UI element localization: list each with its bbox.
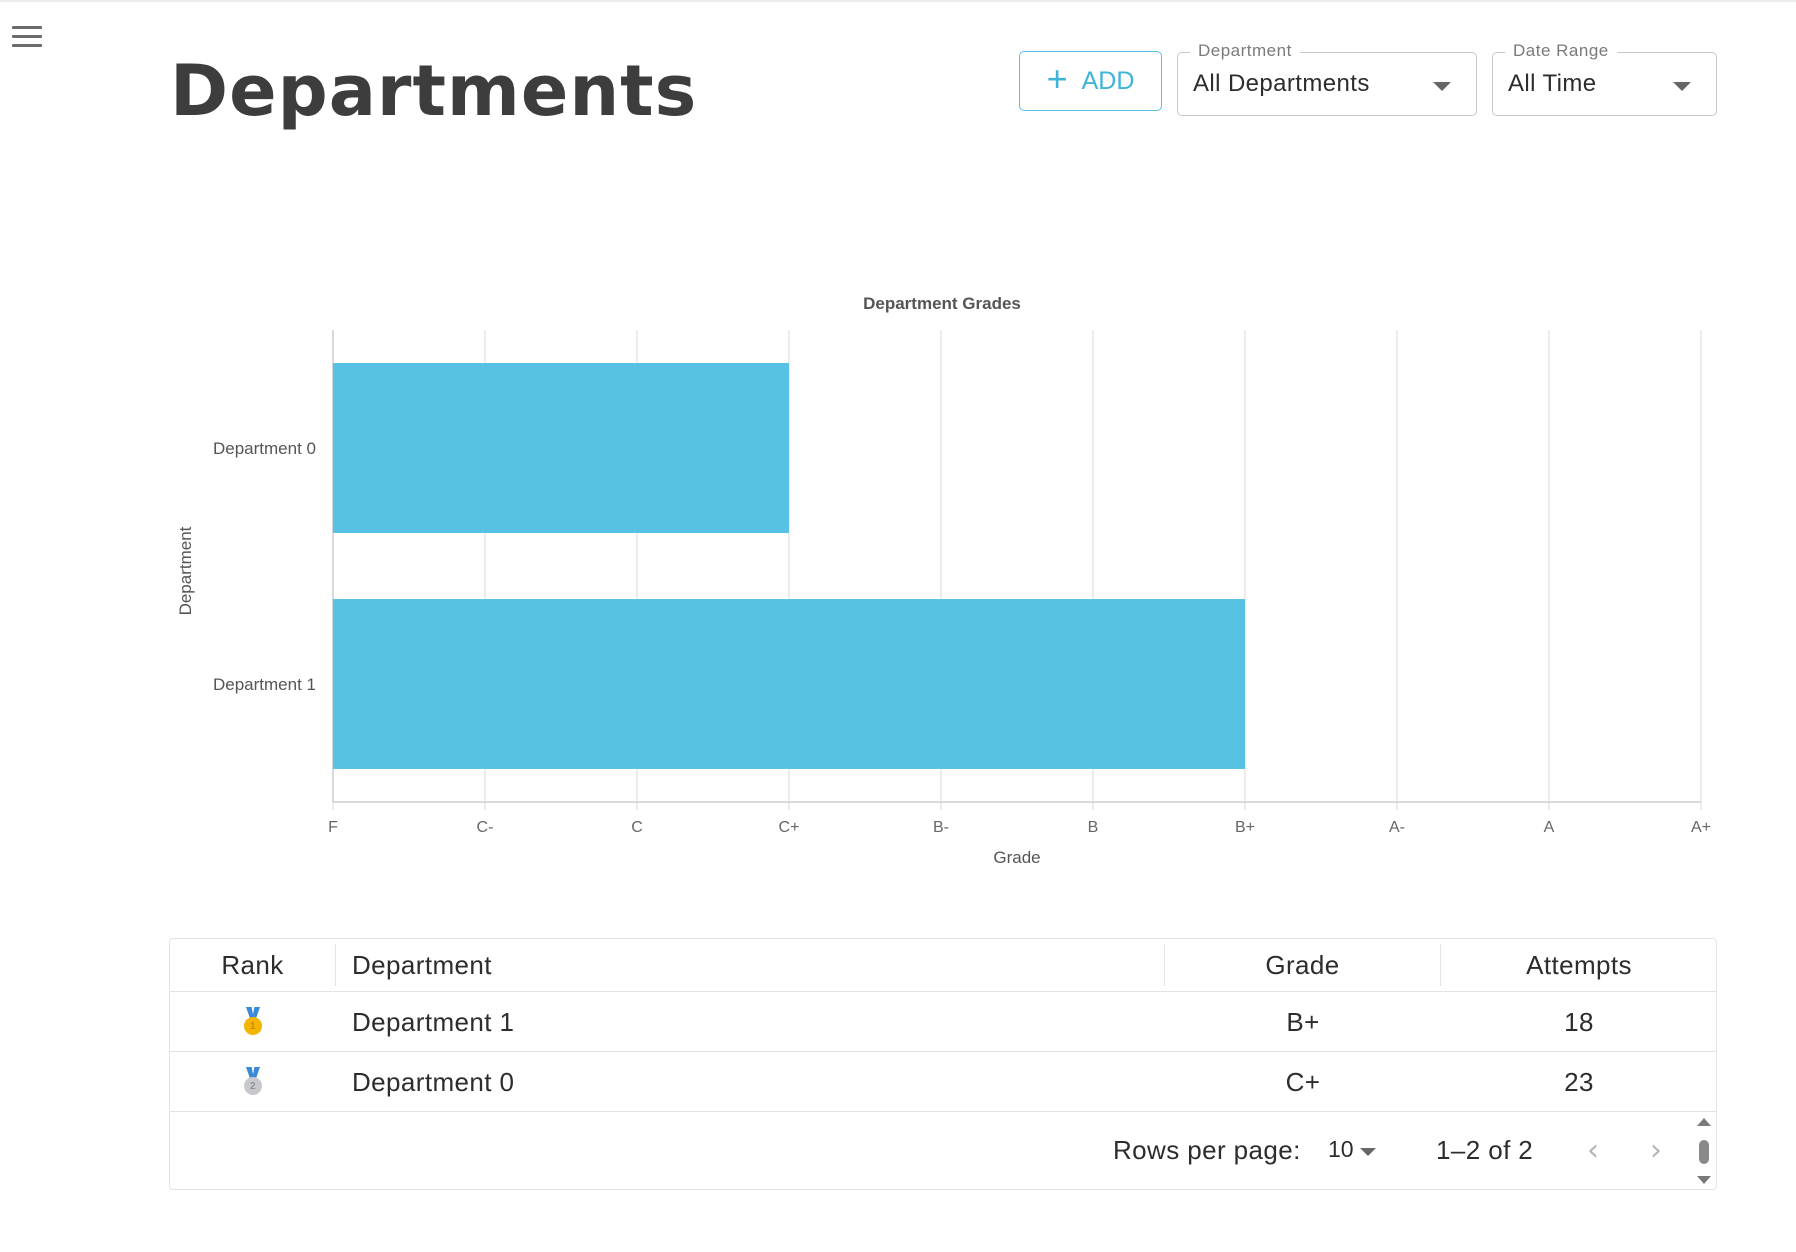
department-cell: Department 1 bbox=[352, 1006, 515, 1037]
department-select-legend: Department bbox=[1190, 41, 1300, 61]
plus-icon: + bbox=[1046, 58, 1068, 99]
page-title: Departments bbox=[170, 50, 698, 132]
chart-title: Department Grades bbox=[863, 294, 1021, 313]
departments-table: Rank Department Grade Attempts 1 Departm… bbox=[169, 938, 1717, 1190]
department-grades-chart: Department Grades F C- C C+ B- B B+ A- A A+ Departm… bbox=[0, 270, 1796, 890]
previous-page-icon[interactable]: ‹ bbox=[1587, 1132, 1599, 1168]
hamburger-menu-icon[interactable] bbox=[12, 26, 42, 52]
attempts-cell: 23 bbox=[1564, 1066, 1594, 1097]
y-tick-label: Department 0 bbox=[213, 439, 316, 458]
x-tick-label: B- bbox=[933, 819, 949, 836]
attempts-cell: 18 bbox=[1564, 1006, 1594, 1037]
table-pagination: Rows per page: 10 1–2 of 2 ‹ › bbox=[170, 1111, 1716, 1189]
x-tick-label: B bbox=[1088, 819, 1099, 836]
date-range-select[interactable]: Date Range All Time bbox=[1492, 41, 1717, 116]
rank-cell: 2 bbox=[170, 1052, 336, 1112]
column-header-rank[interactable]: Rank bbox=[170, 944, 336, 986]
rows-per-page-select[interactable]: 10 bbox=[1328, 1133, 1388, 1167]
x-tick-label: B+ bbox=[1235, 819, 1255, 836]
dropdown-arrow-icon bbox=[1433, 82, 1451, 91]
add-button-label: ADD bbox=[1081, 66, 1135, 95]
rows-per-page-label: Rows per page: bbox=[1113, 1135, 1301, 1165]
y-axis-label: Department bbox=[176, 526, 195, 615]
column-header-attempts[interactable]: Attempts bbox=[1526, 949, 1632, 980]
next-page-icon[interactable]: › bbox=[1650, 1132, 1662, 1168]
column-header-grade[interactable]: Grade bbox=[1165, 944, 1441, 986]
pagination-range: 1–2 of 2 bbox=[1436, 1135, 1534, 1165]
grade-cell: C+ bbox=[1285, 1066, 1321, 1097]
scroll-down-icon[interactable] bbox=[1697, 1176, 1711, 1184]
column-header-department[interactable]: Department bbox=[336, 944, 1165, 986]
x-tick-label: A+ bbox=[1691, 819, 1711, 836]
x-tick-label: C- bbox=[477, 819, 494, 836]
y-tick-label: Department 1 bbox=[213, 675, 316, 694]
grade-cell: B+ bbox=[1286, 1006, 1320, 1037]
x-tick-label: A- bbox=[1389, 819, 1405, 836]
table-header: Rank Department Grade Attempts bbox=[170, 939, 1716, 992]
x-tick-label: A bbox=[1544, 819, 1555, 836]
dropdown-arrow-icon bbox=[1673, 82, 1691, 91]
x-tick-label: C bbox=[631, 819, 643, 836]
department-select-value: All Departments bbox=[1193, 70, 1370, 97]
date-range-select-legend: Date Range bbox=[1505, 41, 1617, 61]
scrollbar-thumb[interactable] bbox=[1699, 1140, 1709, 1164]
x-axis-label: Grade bbox=[993, 848, 1040, 867]
bar bbox=[333, 599, 1245, 769]
table-row[interactable]: 2 Department 0 C+ 23 bbox=[170, 1052, 1716, 1112]
x-tick-label: F bbox=[328, 819, 338, 836]
dropdown-arrow-icon bbox=[1360, 1148, 1376, 1156]
table-row[interactable]: 1 Department 1 B+ 18 bbox=[170, 992, 1716, 1052]
department-cell: Department 0 bbox=[352, 1066, 515, 1097]
silver-medal-icon: 2 bbox=[241, 1067, 265, 1097]
add-button[interactable]: + ADD bbox=[1019, 51, 1162, 111]
chart-canvas: Department Grades F C- C C+ B- B B+ A- A A+ Departm… bbox=[176, 294, 1711, 867]
table-scrollbar[interactable] bbox=[1696, 1118, 1712, 1188]
department-select[interactable]: Department All Departments bbox=[1177, 41, 1477, 116]
rank-cell: 1 bbox=[170, 992, 336, 1052]
scroll-up-icon[interactable] bbox=[1697, 1118, 1711, 1126]
top-border bbox=[0, 0, 1796, 2]
date-range-select-value: All Time bbox=[1508, 70, 1597, 97]
gold-medal-icon: 1 bbox=[241, 1007, 265, 1037]
bar bbox=[333, 363, 789, 533]
x-tick-label: C+ bbox=[779, 819, 800, 836]
rows-per-page-value: 10 bbox=[1328, 1136, 1354, 1162]
